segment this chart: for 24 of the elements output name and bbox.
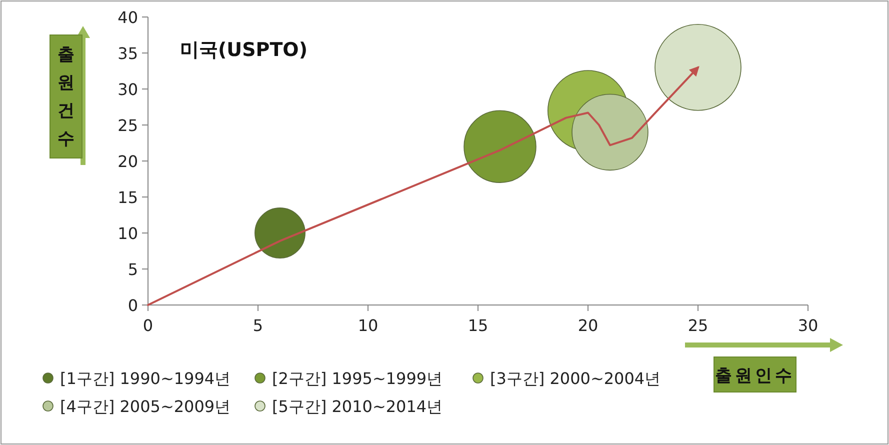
y-tick-label: 30 bbox=[118, 80, 138, 99]
x-tick-label: 0 bbox=[142, 316, 154, 335]
y-tick-label: 15 bbox=[118, 188, 138, 207]
x-tick-label: 10 bbox=[358, 316, 378, 335]
x-tick-label: 15 bbox=[468, 316, 488, 335]
y-tick-label: 10 bbox=[118, 224, 138, 243]
text: 미국(USPTO) bbox=[180, 39, 308, 61]
x-axis-title: 출원인수 bbox=[715, 366, 795, 386]
y-tick-label: 20 bbox=[118, 152, 138, 171]
legend-label: [5구간] 2010~2014년 bbox=[272, 397, 443, 416]
y-tick-label: 0 bbox=[128, 296, 138, 315]
legend-label: [4구간] 2005~2009년 bbox=[60, 397, 231, 416]
y-axis-title: 출원건수 bbox=[58, 45, 74, 149]
y-tick-label: 25 bbox=[118, 116, 138, 135]
y-tick-label: 35 bbox=[118, 44, 138, 63]
y-tick-label: 5 bbox=[128, 260, 138, 279]
x-tick-label: 30 bbox=[798, 316, 818, 335]
x-tick-label: 20 bbox=[578, 316, 598, 335]
legend-label: [2구간] 1995~1999년 bbox=[272, 369, 443, 388]
x-tick-label: 5 bbox=[252, 316, 264, 335]
legend-label: [3구간] 2000~2004년 bbox=[490, 369, 661, 388]
legend-label: [1구간] 1990~1994년 bbox=[60, 369, 231, 388]
x-tick-label: 25 bbox=[688, 316, 708, 335]
y-tick-label: 40 bbox=[118, 8, 138, 27]
